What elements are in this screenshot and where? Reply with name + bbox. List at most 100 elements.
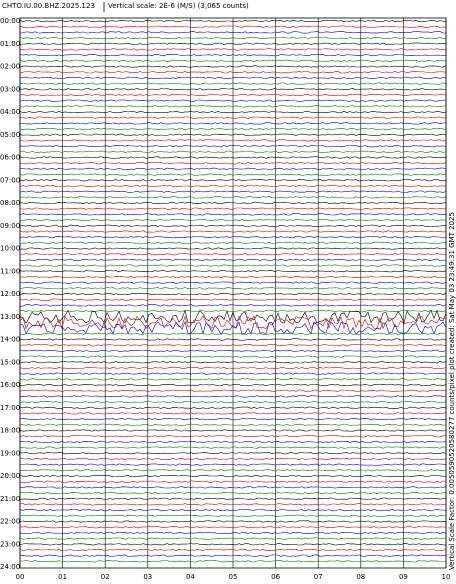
x-label: 07 [314,573,323,581]
trace [19,440,447,444]
trace [19,179,447,182]
y-label: 03:00 [0,85,20,93]
y-label: 08:00 [0,199,20,207]
x-label: 04 [186,573,195,581]
y-label: 00:00 [0,17,20,25]
trace [19,452,447,455]
trace [19,65,447,68]
trace [19,320,447,336]
trace [19,406,447,409]
y-label: 02:00 [0,63,20,71]
trace [19,218,447,222]
trace [19,378,447,381]
trace [19,53,447,57]
x-label: 09 [399,573,408,581]
y-label: 18:00 [0,427,20,435]
trace [19,173,447,176]
y-label: 21:00 [0,495,20,503]
trace [19,429,447,432]
trace [19,150,447,153]
y-label: 14:00 [0,336,20,344]
trace [19,184,447,188]
x-label: 03 [143,573,152,581]
trace [19,167,447,171]
y-label: 11:00 [0,267,20,275]
trace [19,508,447,512]
y-label: 05:00 [0,131,20,139]
x-label: 10 [442,573,451,581]
trace [19,116,446,119]
trace [19,241,447,244]
trace [20,560,447,563]
trace [19,474,447,478]
trace [19,355,447,358]
trace [19,491,447,495]
trace [19,82,447,85]
trace [19,48,447,51]
trace [19,520,447,523]
trace [19,235,447,239]
trace [19,88,447,91]
y-label: 07:00 [0,176,20,184]
trace [19,497,447,500]
trace [19,76,447,80]
trace [19,349,447,353]
trace [19,486,447,489]
side-note: Vertical Scale Factor: 0.005059052058027… [448,212,456,570]
trace [19,253,447,256]
trace [20,304,447,307]
trace [19,543,447,546]
trace [19,395,447,398]
y-label: 24:00 [0,563,20,571]
trace [19,469,447,472]
trace [19,71,447,74]
y-label: 16:00 [0,381,20,389]
trace [19,270,447,273]
trace [19,201,447,205]
trace [19,230,447,233]
trace [19,298,447,301]
trace [19,344,447,347]
trace [19,144,447,148]
trace [19,287,447,290]
trace [19,36,447,40]
y-label: 12:00 [0,290,20,298]
trace [19,59,447,62]
trace [19,361,447,364]
trace [19,105,447,108]
trace [19,42,447,45]
trace [19,275,447,279]
trace [19,372,447,375]
trace [19,110,447,114]
trace [19,526,447,529]
x-label: 08 [356,573,365,581]
y-label: 17:00 [0,404,20,412]
y-label: 09:00 [0,222,20,230]
trace [19,366,447,370]
trace [19,25,447,28]
trace [19,383,447,387]
trace [19,463,447,466]
trace [19,122,447,125]
trace [19,338,447,341]
trace [19,418,447,421]
x-label: 06 [271,573,280,581]
trace [19,247,447,250]
x-label: 05 [229,573,238,581]
x-label: 02 [101,573,110,581]
trace [19,224,447,227]
trace [19,332,447,335]
trace [19,457,447,461]
y-label: 20:00 [0,472,20,480]
x-label: 01 [58,573,67,581]
trace [19,389,447,392]
trace [19,213,446,216]
y-label: 01:00 [0,40,20,48]
trace [20,503,447,506]
trace [19,139,447,142]
trace [19,156,447,159]
trace [19,400,447,404]
trace [19,196,447,199]
